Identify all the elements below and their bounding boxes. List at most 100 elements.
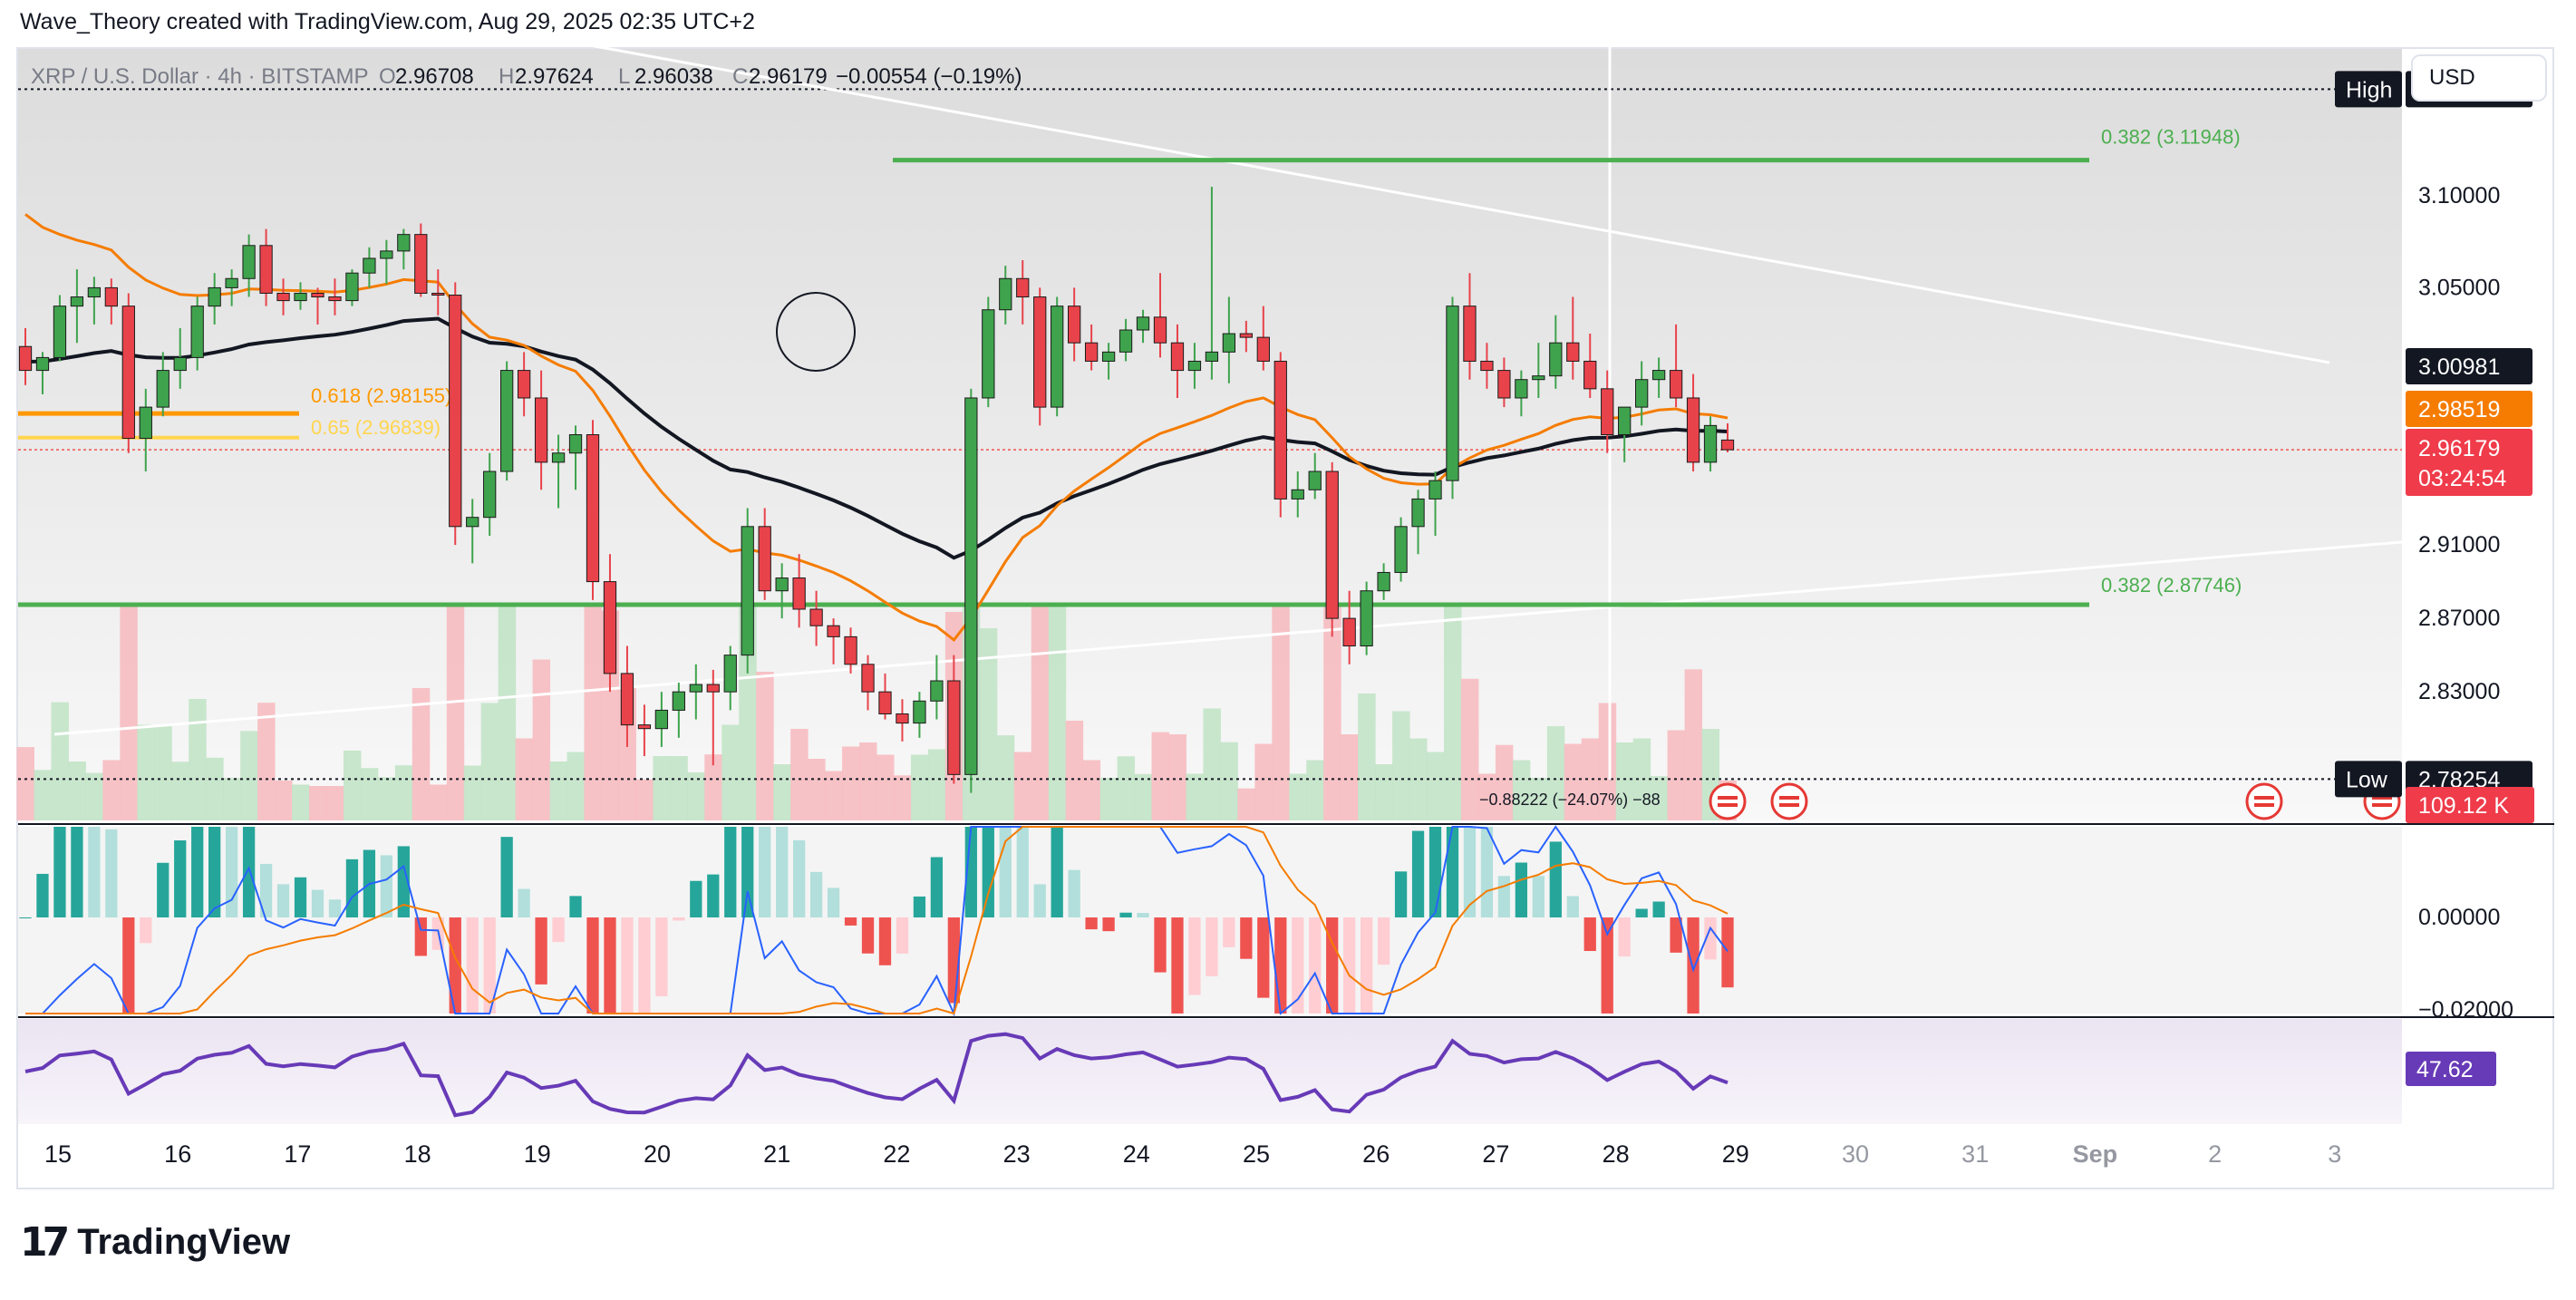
trendline-lower[interactable] (53, 540, 2403, 736)
macd-signal-line[interactable] (25, 826, 1729, 1015)
candle-body[interactable] (517, 370, 531, 399)
candle-body[interactable] (328, 296, 342, 302)
candle-body[interactable] (1463, 306, 1477, 362)
candle-body[interactable] (1308, 471, 1322, 490)
candle-body[interactable] (397, 234, 411, 252)
candle-body[interactable] (483, 471, 497, 519)
candle-body[interactable] (35, 356, 50, 372)
candle-body[interactable] (1635, 379, 1649, 408)
candle-body[interactable] (1601, 388, 1614, 436)
tradingview-logo[interactable]: 17 TradingView (20, 1219, 290, 1266)
candle-body[interactable] (1205, 351, 1219, 362)
candle-body[interactable] (982, 309, 995, 399)
candle-body[interactable] (173, 356, 187, 372)
candle-body[interactable] (844, 635, 857, 665)
candle-body[interactable] (345, 272, 359, 302)
candle-body[interactable] (878, 691, 892, 714)
candle-body[interactable] (190, 306, 204, 358)
candle-body[interactable] (913, 700, 926, 724)
candle-body[interactable] (792, 577, 806, 610)
candle-body[interactable] (1153, 316, 1167, 344)
candle-body[interactable] (1549, 342, 1563, 377)
candle-body[interactable] (551, 452, 566, 463)
candle-body[interactable] (809, 608, 823, 626)
candle-body[interactable] (431, 292, 445, 296)
candle-body[interactable] (1532, 375, 1545, 381)
candle-body[interactable] (414, 234, 428, 294)
candle-body[interactable] (1136, 316, 1150, 331)
candle-body[interactable] (654, 709, 669, 730)
candle-body[interactable] (1446, 306, 1459, 481)
candle-body[interactable] (827, 625, 840, 637)
candle-body[interactable] (1068, 306, 1081, 344)
candle-body[interactable] (259, 245, 273, 294)
us-flag-icon[interactable] (1770, 782, 1808, 820)
candle-body[interactable] (1256, 336, 1270, 362)
candle-body[interactable] (1222, 333, 1236, 353)
candle-body[interactable] (380, 250, 393, 259)
candle-body[interactable] (294, 292, 307, 302)
candle-body[interactable] (999, 277, 1012, 311)
candle-body[interactable] (1720, 439, 1735, 451)
currency-button[interactable]: USD (2411, 54, 2547, 102)
candle-body[interactable] (861, 664, 875, 693)
circle-annotation[interactable] (776, 292, 856, 372)
candle-body[interactable] (466, 517, 479, 528)
candle-body[interactable] (1239, 333, 1253, 338)
candle-body[interactable] (449, 295, 462, 528)
candle-body[interactable] (689, 684, 702, 693)
candle-body[interactable] (1291, 489, 1304, 500)
candle-body[interactable] (568, 434, 583, 454)
candle-body[interactable] (930, 680, 944, 702)
candle-body[interactable] (1669, 370, 1683, 399)
candle-body[interactable] (1187, 360, 1202, 372)
candle-body[interactable] (104, 286, 118, 307)
candle-body[interactable] (603, 581, 617, 674)
candle-body[interactable] (156, 370, 169, 408)
candle-body[interactable] (121, 306, 135, 440)
candle-body[interactable] (1377, 571, 1390, 592)
trendline-upper[interactable] (579, 42, 2330, 364)
candle-body[interactable] (672, 691, 685, 711)
macd-line[interactable] (25, 825, 1729, 1017)
candle-body[interactable] (53, 306, 67, 358)
candle-body[interactable] (1583, 360, 1597, 390)
candle-body[interactable] (1101, 351, 1116, 362)
candle-body[interactable] (1033, 296, 1047, 408)
candle-body[interactable] (1051, 306, 1064, 408)
candle-body[interactable] (242, 245, 256, 279)
candle-body[interactable] (775, 577, 789, 592)
candle-body[interactable] (311, 292, 324, 298)
candle-body[interactable] (1480, 360, 1494, 372)
candle-body[interactable] (276, 292, 290, 302)
candle-body[interactable] (947, 680, 961, 775)
candle-body[interactable] (723, 655, 737, 693)
candle-body[interactable] (534, 397, 548, 463)
candle-body[interactable] (706, 684, 720, 693)
candle-body[interactable] (500, 370, 514, 472)
candle-body[interactable] (1651, 370, 1666, 381)
candle-body[interactable] (18, 345, 33, 372)
candle-body[interactable] (964, 397, 978, 775)
candle-body[interactable] (1618, 406, 1632, 436)
candle-body[interactable] (741, 526, 754, 656)
candle-body[interactable] (1119, 329, 1133, 353)
candle-body[interactable] (1411, 498, 1425, 528)
candle-body[interactable] (1566, 342, 1580, 362)
us-flag-icon[interactable] (1709, 782, 1747, 820)
candle-body[interactable] (1325, 471, 1339, 619)
candle-body[interactable] (1360, 590, 1373, 647)
us-flag-icon[interactable] (2245, 782, 2283, 820)
ema-line[interactable] (24, 213, 1729, 643)
candle-body[interactable] (586, 434, 600, 583)
candle-body[interactable] (87, 286, 102, 298)
candle-body[interactable] (225, 277, 238, 288)
ma-line[interactable] (24, 316, 1729, 560)
candle-body[interactable] (620, 673, 634, 726)
candle-body[interactable] (1686, 397, 1700, 463)
candle-body[interactable] (637, 724, 652, 730)
rsi-line[interactable] (24, 1032, 1729, 1118)
candle-body[interactable] (758, 526, 771, 592)
candle-body[interactable] (1703, 424, 1718, 463)
